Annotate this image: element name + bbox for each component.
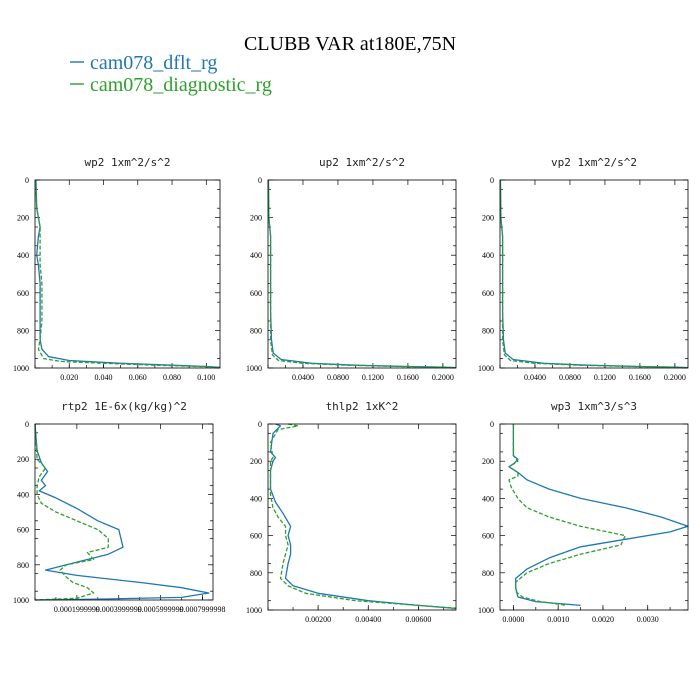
y-tick-label: 1000 [246,364,262,373]
x-tick-label: 0.1600 [397,373,419,382]
legend: cam078_dflt_rg cam078_diagnostic_rg [70,52,272,96]
y-tick-label: 400 [482,251,494,260]
subplot-4: rtp2 1E-6x(kg/kg)^2 0 200 400 600 800 1000 0.00… [13,400,226,614]
subplot-1: wp2 1xm^2/s^2 0 200 400 600 800 1000 0.020 0.040… [13,156,221,382]
subplot-title: vp2 1xm^2/s^2 [551,156,637,169]
plot-frame [267,179,457,369]
y-tick-label: 200 [250,214,262,223]
subplot-title: wp3 1xm^3/s^3 [551,400,637,413]
series-line-diagnostic [269,423,457,609]
series-line-diagnostic [499,179,689,369]
y-tick-label: 0 [490,176,494,185]
x-tick-label: 0.00200 [305,615,331,624]
y-tick-label: 400 [17,490,29,499]
x-tick-label: 0.040 [95,373,113,382]
series-line-dflt [499,179,689,369]
y-tick-label: 1000 [478,606,494,615]
y-tick-label: 0 [258,420,262,429]
x-tick-label: 0.0010 [547,615,569,624]
plot-frame [499,423,689,611]
x-tick-label: 0.0005999999 [138,605,184,614]
x-tick-label: 0.0007999998 [180,605,226,614]
y-tick-label: 600 [482,289,494,298]
x-tick-label: 0.0400 [292,373,314,382]
x-tick-label: 0.0001999999 [54,605,100,614]
y-tick-label: 0 [258,176,262,185]
subplot-5: thlp2 1xK^2 0 200 400 600 800 1000 0.00200 0.004… [246,400,457,624]
y-tick-label: 400 [17,251,29,260]
x-tick-label: 0.020 [60,373,78,382]
y-tick-label: 800 [482,569,494,578]
x-tick-label: 0.0020 [592,615,614,624]
x-tick-label: 0.0800 [327,373,349,382]
y-tick-label: 200 [17,214,29,223]
subplot-title: wp2 1xm^2/s^2 [84,156,170,169]
plot-frame [34,179,221,369]
series-line-dflt [269,423,457,610]
subplot-title: rtp2 1E-6x(kg/kg)^2 [61,400,187,413]
y-tick-label: 200 [17,455,29,464]
x-tick-label: 0.080 [163,373,181,382]
y-tick-label: 600 [250,532,262,541]
y-tick-label: 200 [482,457,494,466]
y-tick-label: 1000 [478,364,494,373]
subplot-title: thlp2 1xK^2 [326,400,399,413]
legend-label-dflt: cam078_dflt_rg [90,52,217,74]
y-tick-label: 600 [17,289,29,298]
figure-title: CLUBB VAR at180E,75N [244,33,456,55]
x-tick-label: 0.060 [129,373,147,382]
y-tick-label: 800 [17,561,29,570]
series-line-diagnostic [35,179,221,369]
x-tick-label: 0.0003999999 [96,605,142,614]
series-line-diagnostic [267,179,457,369]
plot-frame [34,423,214,601]
series-line-dflt [35,179,221,369]
x-tick-label: 0.0800 [559,373,581,382]
x-tick-label: 0.2000 [664,373,686,382]
series-line-diagnostic [508,424,626,607]
plot-frame [267,423,457,611]
y-tick-label: 600 [17,526,29,535]
series-line-diagnostic [34,423,109,601]
y-tick-label: 600 [482,532,494,541]
x-tick-label: 0.0000 [502,615,524,624]
x-tick-label: 0.00400 [355,615,381,624]
y-tick-label: 0 [25,420,29,429]
y-tick-label: 1000 [13,364,29,373]
x-tick-label: 0.100 [197,373,215,382]
x-tick-label: 0.2000 [432,373,454,382]
y-tick-label: 400 [250,251,262,260]
y-tick-label: 200 [482,214,494,223]
y-tick-label: 200 [250,457,262,466]
plot-frame [499,179,689,369]
y-tick-label: 1000 [13,596,29,605]
y-tick-label: 800 [250,569,262,578]
series-line-dflt [34,423,210,601]
subplot-grid: wp2 1xm^2/s^2 0 200 400 600 800 1000 0.020 0.040… [13,156,689,624]
x-tick-label: 0.00600 [405,615,431,624]
y-tick-label: 400 [482,494,494,503]
x-tick-label: 0.0400 [524,373,546,382]
x-tick-label: 0.1600 [629,373,651,382]
y-tick-label: 0 [490,420,494,429]
x-tick-label: 0.1200 [362,373,384,382]
x-tick-label: 0.0030 [637,615,659,624]
subplot-2: up2 1xm^2/s^2 0 200 400 600 800 1000 0.0400 0.08… [246,156,457,382]
y-tick-label: 1000 [246,606,262,615]
subplot-title: up2 1xm^2/s^2 [319,156,405,169]
subplot-3: vp2 1xm^2/s^2 0 200 400 600 800 1000 0.0400 0.08… [478,156,689,382]
y-tick-label: 800 [250,326,262,335]
y-tick-label: 800 [17,326,29,335]
legend-label-diagnostic: cam078_diagnostic_rg [90,74,272,96]
y-tick-label: 600 [250,289,262,298]
y-tick-label: 800 [482,326,494,335]
x-tick-label: 0.1200 [594,373,616,382]
y-tick-label: 0 [25,176,29,185]
series-line-dflt [267,179,457,369]
y-tick-label: 400 [250,494,262,503]
series-line-dflt [508,424,689,607]
subplot-6: wp3 1xm^3/s^3 0 200 400 600 800 1000 0.0000 0.00… [478,400,689,624]
